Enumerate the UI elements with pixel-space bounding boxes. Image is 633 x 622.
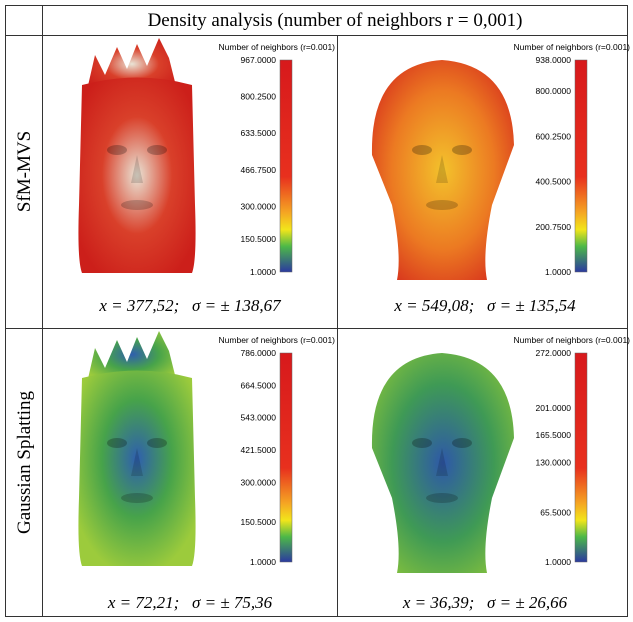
scale-label: 1.0000: [250, 267, 276, 277]
row-label: Gaussian Splatting: [14, 390, 35, 534]
eye: [107, 145, 127, 155]
mouth: [121, 200, 153, 210]
scale-label: 300.0000: [241, 477, 277, 487]
scale-label: 466.7500: [241, 165, 277, 175]
scale-label: 800.2500: [241, 92, 277, 102]
scan-image: [372, 353, 514, 573]
scale-label: 165.5000: [536, 430, 572, 440]
scale-label: 272.0000: [536, 348, 572, 358]
scale-label: 600.2500: [536, 131, 572, 141]
color-bar: [575, 60, 587, 272]
color-bar: [280, 60, 292, 272]
figure: Density analysis (number of neighbors r …: [0, 0, 633, 622]
stats: x = 72,21; σ = ± 75,36: [107, 593, 273, 612]
legend-title: Number of neighbors (r=0.001): [514, 42, 631, 52]
scale-label: 150.5000: [241, 234, 277, 244]
stats: x = 36,39; σ = ± 26,66: [402, 593, 568, 612]
scale-label: 300.0000: [241, 201, 277, 211]
legend-title: Number of neighbors (r=0.001): [219, 42, 336, 52]
eye: [452, 438, 472, 448]
scale-label: 664.5000: [241, 380, 277, 390]
scale-label: 800.0000: [536, 86, 572, 96]
legend-title: Number of neighbors (r=0.001): [514, 335, 631, 345]
page: {"title": "Density analysis (number of n…: [0, 0, 633, 622]
scan-image: [78, 38, 195, 273]
color-bar: [280, 353, 292, 562]
scale-label: 1.0000: [250, 557, 276, 567]
scale-label: 786.0000: [241, 348, 277, 358]
mouth: [426, 200, 458, 210]
row-label: SfM-MVS: [14, 131, 35, 212]
eye: [147, 438, 167, 448]
eye: [107, 438, 127, 448]
scale-label: 201.0000: [536, 403, 572, 413]
scale-label: 150.5000: [241, 517, 277, 527]
eye: [412, 145, 432, 155]
mouth: [426, 493, 458, 503]
figure-title: Density analysis (number of neighbors r …: [148, 10, 523, 31]
color-bar: [575, 353, 587, 562]
scan-image: [78, 331, 195, 566]
legend-title: Number of neighbors (r=0.001): [219, 335, 336, 345]
eye: [147, 145, 167, 155]
mouth: [121, 493, 153, 503]
eye: [412, 438, 432, 448]
stats: x = 549,08; σ = ± 135,54: [393, 296, 576, 315]
scale-label: 1.0000: [545, 267, 571, 277]
scale-label: 130.0000: [536, 458, 572, 468]
scale-label: 633.5000: [241, 128, 277, 138]
scale-label: 543.0000: [241, 413, 277, 423]
scale-label: 400.5000: [536, 177, 572, 187]
scale-label: 65.5000: [540, 507, 571, 517]
scale-label: 938.0000: [536, 55, 572, 65]
eye: [452, 145, 472, 155]
scale-label: 967.0000: [241, 55, 277, 65]
stats: x = 377,52; σ = ± 138,67: [98, 296, 282, 315]
scale-label: 1.0000: [545, 557, 571, 567]
scan-image: [372, 60, 514, 280]
scale-label: 200.7500: [536, 222, 572, 232]
scale-label: 421.5000: [241, 445, 277, 455]
